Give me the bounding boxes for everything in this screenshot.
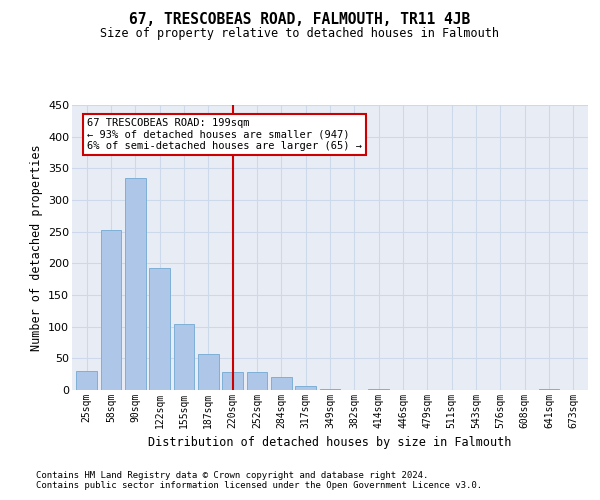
Bar (173, 324, 194, 390)
Text: 67, TRESCOBEAS ROAD, FALMOUTH, TR11 4JB: 67, TRESCOBEAS ROAD, FALMOUTH, TR11 4JB (130, 12, 470, 28)
Text: Contains public sector information licensed under the Open Government Licence v3: Contains public sector information licen… (36, 481, 482, 490)
Text: Size of property relative to detached houses in Falmouth: Size of property relative to detached ho… (101, 28, 499, 40)
X-axis label: Distribution of detached houses by size in Falmouth: Distribution of detached houses by size … (148, 436, 512, 450)
Y-axis label: Number of detached properties: Number of detached properties (29, 144, 43, 351)
Bar (198, 354, 218, 390)
Bar (295, 386, 316, 390)
Text: 67 TRESCOBEAS ROAD: 199sqm
← 93% of detached houses are smaller (947)
6% of semi: 67 TRESCOBEAS ROAD: 199sqm ← 93% of deta… (87, 118, 362, 151)
Bar (125, 178, 146, 390)
Text: Contains HM Land Registry data © Crown copyright and database right 2024.: Contains HM Land Registry data © Crown c… (36, 471, 428, 480)
Bar (271, 378, 292, 390)
Bar (76, 371, 97, 390)
Bar (149, 268, 170, 390)
Bar (222, 372, 243, 390)
Bar (247, 372, 268, 390)
Bar (101, 230, 121, 390)
